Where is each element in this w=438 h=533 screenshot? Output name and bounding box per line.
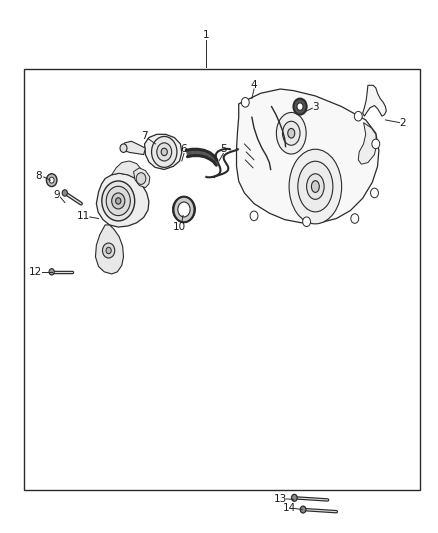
Polygon shape [192, 149, 199, 156]
Ellipse shape [116, 198, 121, 204]
Text: 8: 8 [35, 171, 42, 181]
Ellipse shape [293, 99, 307, 115]
Ellipse shape [292, 495, 297, 501]
Ellipse shape [289, 149, 342, 224]
Ellipse shape [303, 217, 311, 227]
Ellipse shape [49, 177, 54, 183]
Ellipse shape [106, 247, 111, 254]
Text: 13: 13 [274, 494, 287, 504]
Polygon shape [96, 173, 149, 227]
Polygon shape [363, 85, 386, 116]
Ellipse shape [311, 181, 319, 192]
Text: 5: 5 [220, 144, 227, 154]
Text: 7: 7 [141, 131, 148, 141]
Ellipse shape [49, 269, 54, 275]
Ellipse shape [106, 186, 131, 215]
Ellipse shape [354, 111, 362, 121]
Text: 12: 12 [29, 267, 42, 277]
Polygon shape [112, 161, 145, 184]
Polygon shape [204, 150, 209, 159]
Bar [24, 69, 420, 490]
Text: 9: 9 [53, 190, 60, 199]
Ellipse shape [46, 174, 57, 187]
Ellipse shape [283, 122, 300, 146]
Polygon shape [237, 89, 379, 223]
Text: 1: 1 [202, 30, 209, 39]
Ellipse shape [136, 173, 146, 184]
Polygon shape [134, 168, 150, 188]
Ellipse shape [372, 139, 380, 149]
Ellipse shape [152, 136, 177, 167]
Ellipse shape [102, 243, 115, 258]
Ellipse shape [351, 214, 359, 223]
Polygon shape [209, 152, 214, 161]
Ellipse shape [250, 211, 258, 221]
Ellipse shape [112, 193, 125, 209]
Ellipse shape [298, 161, 333, 212]
Polygon shape [213, 156, 217, 165]
Polygon shape [122, 141, 145, 155]
Text: 4: 4 [251, 80, 258, 90]
Polygon shape [145, 134, 182, 169]
Ellipse shape [371, 188, 378, 198]
Polygon shape [186, 149, 193, 157]
Text: 6: 6 [180, 144, 187, 154]
Ellipse shape [178, 202, 190, 217]
Ellipse shape [120, 144, 127, 152]
Ellipse shape [173, 197, 194, 222]
Polygon shape [95, 225, 124, 274]
Ellipse shape [102, 181, 135, 221]
Text: 14: 14 [283, 504, 296, 513]
Polygon shape [358, 123, 377, 164]
Polygon shape [198, 149, 205, 157]
Ellipse shape [297, 103, 303, 110]
Text: 3: 3 [312, 102, 319, 111]
Ellipse shape [307, 174, 324, 199]
Ellipse shape [161, 148, 167, 156]
Text: 10: 10 [173, 222, 186, 231]
Ellipse shape [288, 128, 295, 138]
Ellipse shape [241, 98, 249, 107]
Ellipse shape [62, 190, 67, 196]
Ellipse shape [157, 143, 172, 161]
Ellipse shape [300, 506, 306, 513]
Ellipse shape [276, 112, 306, 154]
Text: 2: 2 [399, 118, 406, 127]
Text: 11: 11 [77, 211, 90, 221]
